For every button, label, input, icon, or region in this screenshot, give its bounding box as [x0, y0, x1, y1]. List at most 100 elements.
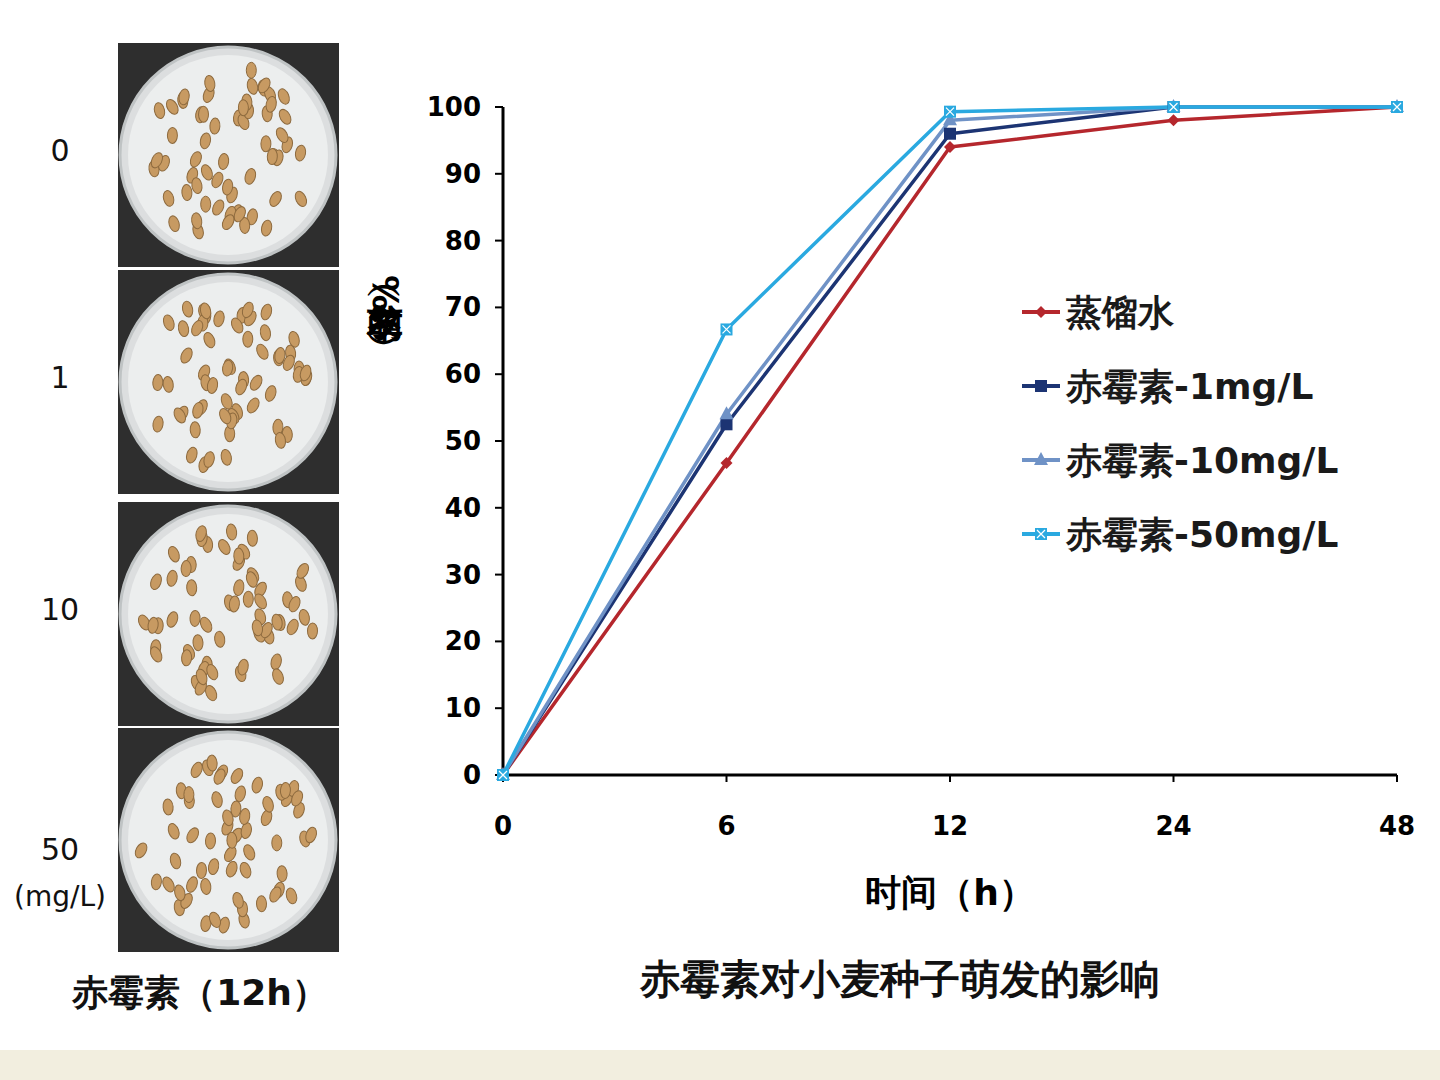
- seed: [267, 885, 283, 904]
- point: [721, 457, 733, 469]
- seed: [188, 150, 203, 169]
- y-tick-label: 100: [427, 92, 481, 122]
- seed: [178, 346, 194, 365]
- seed: [184, 826, 201, 845]
- seed: [243, 591, 253, 607]
- seed: [274, 126, 291, 145]
- seed: [260, 219, 273, 237]
- seed: [219, 392, 234, 410]
- legend-marker: [1035, 528, 1047, 540]
- point: [720, 406, 734, 419]
- seed: [245, 396, 262, 415]
- point: [497, 769, 509, 781]
- dose-label: 0: [50, 133, 69, 168]
- seed: [133, 841, 149, 860]
- seed: [152, 374, 163, 391]
- seed: [212, 767, 227, 786]
- seed: [231, 891, 245, 909]
- seed: [274, 347, 286, 364]
- dish-inner: [128, 282, 328, 482]
- seed: [178, 88, 191, 105]
- seed: [185, 875, 200, 893]
- dish-photo: [118, 728, 339, 952]
- x-tick-label: 48: [1379, 811, 1415, 841]
- seed: [167, 127, 177, 143]
- dish-photo: [118, 502, 339, 726]
- dose-label: 1: [50, 360, 69, 395]
- seed: [221, 178, 234, 195]
- seed: [277, 107, 294, 126]
- seed: [191, 401, 204, 419]
- seed: [162, 189, 176, 207]
- photo-bg: [118, 270, 339, 494]
- seed: [181, 560, 192, 577]
- point: [721, 323, 733, 335]
- seed: [210, 171, 225, 190]
- dish-photo: [118, 270, 339, 494]
- seed: [192, 634, 203, 651]
- seed: [284, 887, 298, 905]
- seed: [160, 875, 176, 894]
- legend-marker: [1034, 452, 1048, 465]
- seed: [214, 631, 226, 648]
- seed: [276, 87, 291, 106]
- seed: [185, 446, 199, 464]
- point: [496, 767, 510, 780]
- dose-label: 10: [41, 592, 79, 627]
- seed: [153, 102, 166, 120]
- seed: [272, 835, 282, 851]
- seed: [240, 301, 255, 319]
- y-tick-label: 80: [445, 226, 481, 256]
- legend-marker: [1035, 380, 1047, 392]
- dish: [120, 732, 336, 948]
- point: [1391, 101, 1403, 113]
- seed: [287, 595, 302, 614]
- seed: [196, 862, 207, 878]
- seed: [240, 822, 253, 840]
- seed: [216, 538, 232, 557]
- seed: [242, 843, 257, 862]
- seed: [248, 373, 265, 392]
- seed: [205, 833, 216, 850]
- photo-bg: [118, 502, 339, 726]
- seed: [304, 826, 319, 844]
- seed: [224, 860, 238, 878]
- y-tick-label: 90: [445, 159, 481, 189]
- seed: [218, 153, 230, 170]
- seed: [207, 858, 220, 876]
- marker-part: [1168, 101, 1180, 113]
- marker-part: [944, 106, 956, 118]
- seed: [277, 865, 288, 882]
- seed: [270, 653, 283, 671]
- legend-marker: [1035, 306, 1047, 318]
- seed: [246, 62, 256, 78]
- marker-part: [723, 325, 731, 333]
- dose-label: 50: [41, 832, 79, 867]
- point: [497, 769, 509, 781]
- seed: [177, 320, 190, 338]
- photo-caption: 赤霉素（12h）: [71, 972, 328, 1013]
- seed: [247, 530, 258, 547]
- series-line: [503, 107, 1397, 775]
- dish-inner: [128, 514, 328, 714]
- seed: [267, 148, 278, 164]
- photo-bg: [118, 728, 339, 952]
- seed: [246, 77, 259, 95]
- seed: [199, 132, 212, 150]
- seed: [252, 592, 269, 611]
- seed: [226, 523, 238, 540]
- seed: [194, 525, 208, 543]
- seed: [274, 432, 286, 449]
- seed: [238, 861, 252, 879]
- seed: [239, 808, 251, 825]
- seed: [295, 561, 311, 580]
- seed: [206, 377, 219, 394]
- dish-inner: [128, 740, 328, 940]
- seed: [256, 76, 273, 95]
- seed: [190, 610, 201, 627]
- seed: [152, 415, 164, 432]
- seed: [207, 910, 222, 929]
- seed: [298, 364, 312, 382]
- seed: [234, 785, 247, 803]
- seed: [186, 579, 197, 596]
